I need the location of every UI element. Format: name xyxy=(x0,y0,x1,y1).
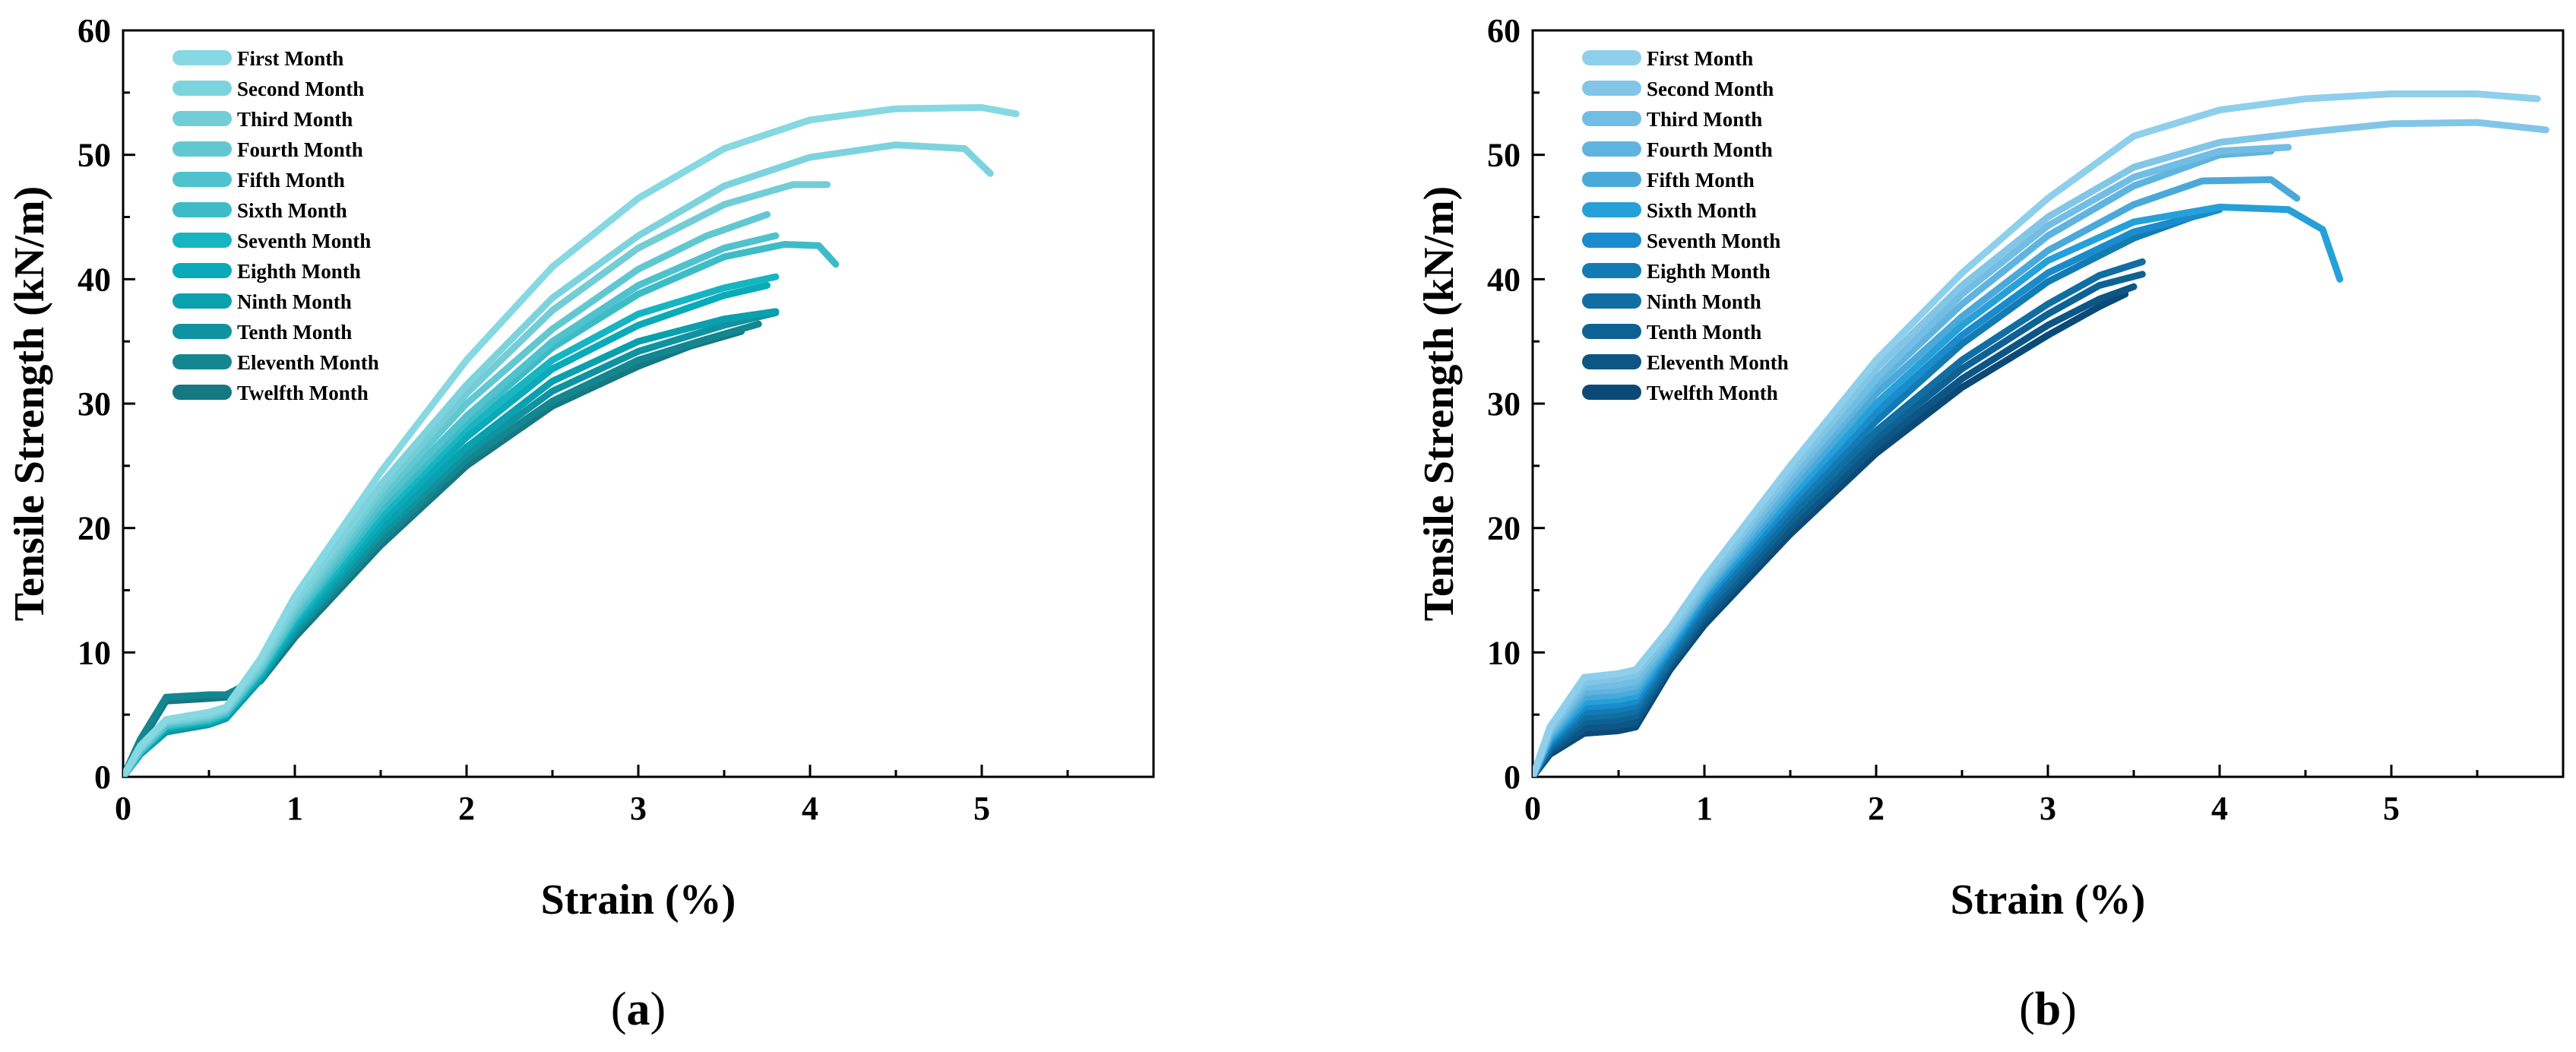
series-group xyxy=(123,104,1020,777)
x-tick-label: 1 xyxy=(1696,790,1713,827)
legend-label: Ninth Month xyxy=(237,290,352,313)
legend-label: Seventh Month xyxy=(1647,230,1780,252)
panel-label: (b) xyxy=(2019,984,2077,1035)
y-tick-label: 20 xyxy=(1487,510,1521,547)
y-tick-label: 60 xyxy=(78,12,111,49)
x-tick-label: 1 xyxy=(286,790,303,827)
legend-label: Eighth Month xyxy=(1647,260,1771,283)
series-line-1 xyxy=(123,104,1020,777)
panel-label: (a) xyxy=(611,984,666,1035)
legend-label: Second Month xyxy=(1647,78,1774,100)
series-line-5 xyxy=(1533,176,2301,777)
x-tick-label: 2 xyxy=(1868,790,1885,827)
x-tick-label: 4 xyxy=(2211,790,2228,827)
legend-label: Tenth Month xyxy=(1647,321,1761,344)
x-tick-label: 5 xyxy=(2383,790,2400,827)
legend-label: Fifth Month xyxy=(1647,169,1755,192)
legend-label: Fourth Month xyxy=(1647,138,1773,161)
y-tick-label: 10 xyxy=(78,634,111,671)
legend-label: Sixth Month xyxy=(1647,199,1757,222)
y-tick-label: 50 xyxy=(78,137,111,174)
x-tick-label: 4 xyxy=(802,790,818,827)
y-tick-label: 30 xyxy=(78,385,111,423)
legend-label: Tenth Month xyxy=(237,321,352,344)
y-tick-label: 0 xyxy=(1504,759,1521,796)
series-line-2 xyxy=(1533,119,2549,777)
y-tick-label: 60 xyxy=(1487,12,1521,49)
legend-label: Eighth Month xyxy=(237,260,361,283)
legend-label: Twelfth Month xyxy=(237,382,369,404)
legend-label: Fourth Month xyxy=(237,138,363,161)
series-line-1 xyxy=(1533,90,2541,777)
legend-label: Third Month xyxy=(237,108,353,131)
x-tick-label: 3 xyxy=(630,790,647,827)
y-tick-label: 40 xyxy=(1487,261,1521,298)
x-tick-label: 0 xyxy=(115,790,131,827)
x-axis-title: Strain (%) xyxy=(1951,876,2146,924)
y-tick-label: 10 xyxy=(1487,634,1521,671)
y-tick-label: 50 xyxy=(1487,137,1521,174)
legend-label: Twelfth Month xyxy=(1647,382,1778,404)
legend-label: First Month xyxy=(1647,47,1753,70)
legend-label: Sixth Month xyxy=(237,199,347,222)
legend-label: Fifth Month xyxy=(237,169,345,192)
series-line-6 xyxy=(1533,203,2343,777)
y-axis-title: Tensile Strength (kN/m) xyxy=(6,186,53,622)
legend-label: Seventh Month xyxy=(237,230,371,252)
legend-label: Third Month xyxy=(1647,108,1762,131)
x-tick-label: 5 xyxy=(973,790,990,827)
y-axis-title: Tensile Strength (kN/m) xyxy=(1416,186,1463,622)
x-axis-title: Strain (%) xyxy=(541,876,736,924)
legend-label: Second Month xyxy=(237,78,364,100)
legend-label: First Month xyxy=(237,47,343,70)
y-tick-label: 0 xyxy=(94,759,111,796)
x-tick-label: 2 xyxy=(458,790,475,827)
x-tick-label: 3 xyxy=(2040,790,2056,827)
legend-label: Ninth Month xyxy=(1647,290,1761,313)
y-tick-label: 40 xyxy=(78,261,111,298)
legend-label: Eleventh Month xyxy=(1647,351,1789,374)
y-tick-label: 20 xyxy=(78,510,111,547)
series-group xyxy=(1533,90,2549,777)
x-tick-label: 0 xyxy=(1524,790,1541,827)
y-tick-label: 30 xyxy=(1487,385,1521,423)
legend-label: Eleventh Month xyxy=(237,351,379,374)
